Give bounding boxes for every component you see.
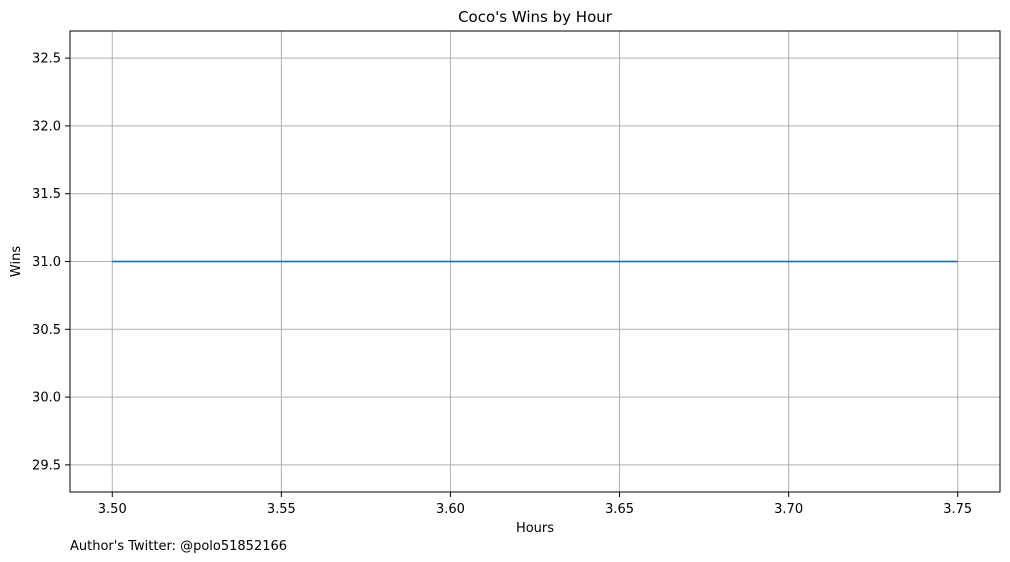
author-credit: Author's Twitter: @polo51852166 [70, 539, 287, 554]
y-tick-label: 31.0 [32, 255, 61, 270]
y-tick-label: 30.5 [32, 323, 61, 338]
x-axis-ticks: 3.50 3.55 3.60 3.65 3.70 3.75 [98, 492, 972, 517]
x-tick-label: 3.50 [98, 502, 127, 517]
y-tick-label: 29.5 [32, 458, 61, 473]
x-tick-label: 3.75 [943, 502, 972, 517]
y-tick-label: 32.5 [32, 52, 61, 67]
y-tick-label: 30.0 [32, 391, 61, 406]
chart-title: Coco's Wins by Hour [458, 8, 613, 26]
y-tick-label: 32.0 [32, 119, 61, 134]
y-axis-ticks: 29.5 30.0 30.5 31.0 31.5 32.0 32.5 [32, 52, 70, 473]
x-tick-label: 3.70 [774, 502, 803, 517]
y-axis-label: Wins [9, 246, 24, 277]
x-axis-label: Hours [516, 521, 554, 536]
x-tick-label: 3.55 [267, 502, 296, 517]
x-tick-label: 3.65 [605, 502, 634, 517]
x-tick-label: 3.60 [436, 502, 465, 517]
y-tick-label: 31.5 [32, 187, 61, 202]
